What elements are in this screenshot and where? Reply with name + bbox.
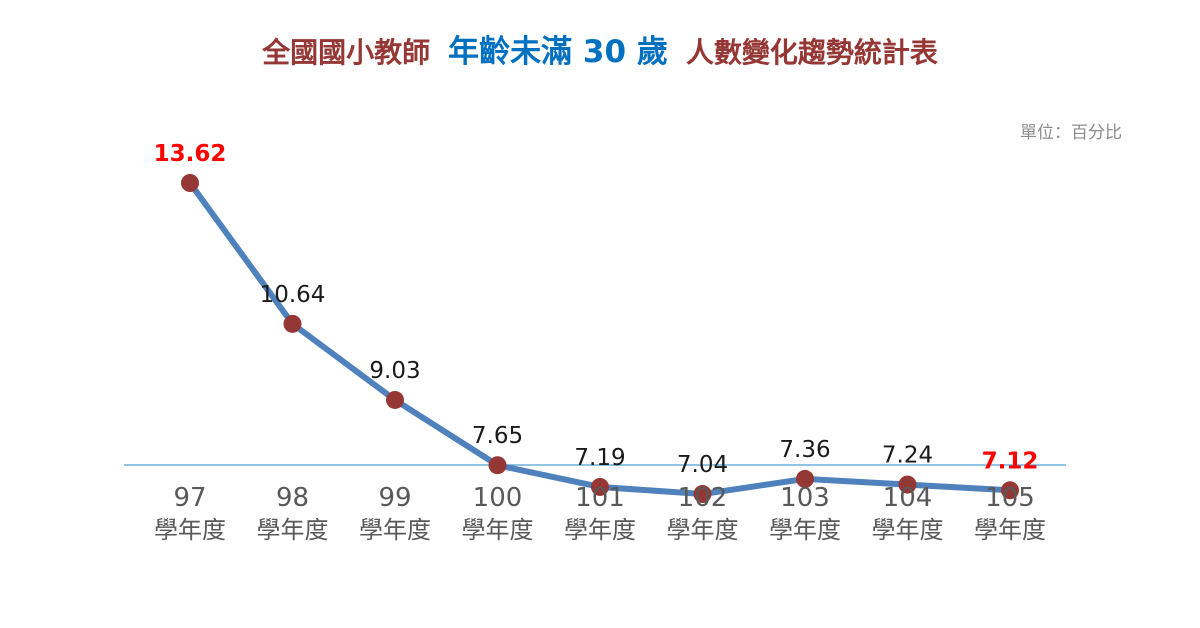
x-tick-label: 105 [985,483,1035,513]
data-label: 7.04 [677,452,728,478]
data-label: 9.03 [369,358,420,384]
x-tick-label: 104 [883,483,933,513]
x-tick-suffix: 學年度 [257,516,329,544]
x-tick-suffix: 學年度 [667,516,739,544]
x-tick-label: 102 [678,483,728,513]
data-label: 7.12 [982,448,1039,474]
x-tick-layer: 97 學年度 98 學年度 99 學年度 100 學年度 101 學年度 102 學年度 103 學年度 1… [154,483,1046,544]
x-tick-suffix: 學年度 [462,516,534,544]
x-tick-label: 103 [780,483,830,513]
data-label-layer: 13.62 10.64 9.03 7.65 7.19 7.04 7.36 7.24 7.12 [154,141,1039,478]
data-label: 7.65 [472,423,523,449]
x-tick-suffix: 學年度 [564,516,636,544]
data-point [898,475,917,494]
chart-title-part1: 全國國小教師 [262,36,431,69]
data-point [283,314,302,333]
data-point [181,174,199,192]
chart-title-part3: 人數變化趨勢統計表 [685,36,938,69]
chart-title-part2: 年齡未滿 30 歲 [448,34,668,70]
x-tick-label: 98 [276,483,309,513]
data-label: 13.62 [154,141,227,167]
unit-label: 單位：百分比 [1020,123,1122,143]
data-point [693,485,712,504]
data-label: 7.36 [779,437,830,463]
data-label: 10.64 [260,282,326,308]
marker-layer [181,174,1019,504]
x-tick-suffix: 學年度 [872,516,944,544]
x-tick-suffix: 學年度 [154,516,226,544]
data-label: 7.19 [574,445,625,471]
data-label: 7.24 [882,443,933,469]
data-point [591,477,609,496]
x-tick-label: 101 [575,483,625,513]
x-tick-label: 100 [473,483,523,513]
data-point [488,456,507,475]
data-point [796,469,814,488]
x-tick-label: 97 [173,483,206,513]
data-point [1001,481,1019,500]
x-tick-suffix: 學年度 [769,516,841,544]
data-point [386,390,404,409]
x-tick-suffix: 學年度 [359,516,431,544]
chart-title: 全國國小教師 年齡未滿 30 歲人數變化趨勢統計表 [0,26,1200,71]
x-tick-suffix: 學年度 [974,516,1046,544]
x-tick-label: 99 [378,483,411,513]
